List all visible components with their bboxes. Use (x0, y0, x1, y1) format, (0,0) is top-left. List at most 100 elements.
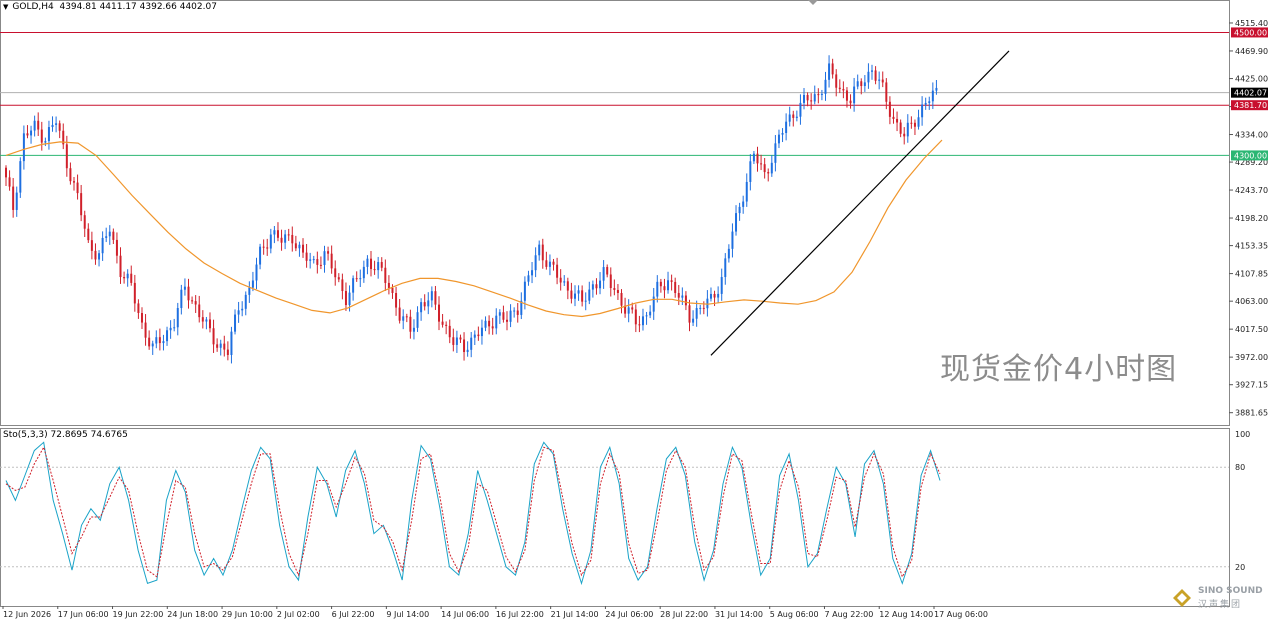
candle-body (867, 71, 870, 83)
candle-body (699, 307, 702, 309)
candle-body (98, 253, 101, 260)
candle-body (663, 286, 666, 291)
candle-body (717, 293, 720, 298)
y-tick-label: 4107.85 (1235, 270, 1268, 279)
candle-body (502, 312, 505, 320)
candle-body (441, 321, 444, 325)
candle-body (445, 324, 448, 326)
candle-body (702, 307, 705, 309)
candle-body (831, 63, 834, 75)
level-label: 4381.70 (1234, 101, 1267, 110)
candle-body (602, 267, 605, 281)
candle-body (316, 259, 319, 265)
x-tick-label: 2 Jul 02:00 (277, 610, 320, 619)
candle-body (806, 94, 809, 101)
candle-body (266, 247, 269, 249)
candle-body (652, 296, 655, 312)
candle-body (298, 244, 301, 249)
x-tick-label: 21 Jul 14:00 (551, 610, 599, 619)
candle-body (606, 267, 609, 275)
candle-body (395, 292, 398, 308)
candle-body (752, 153, 755, 162)
candle-body (251, 280, 254, 288)
candle-body (94, 250, 97, 260)
ascending-trend-line[interactable] (710, 50, 1010, 356)
candle-body (498, 312, 501, 316)
candle-body (874, 70, 877, 81)
stochastic-label: Sto(5,3,3) 72.8695 74.6765 (3, 430, 128, 440)
candle-body (201, 317, 204, 322)
candle-body (12, 186, 15, 210)
stochastic-pane[interactable] (0, 428, 1230, 607)
sto-tick-label: 100 (1235, 430, 1250, 439)
sto-tick-label: 20 (1235, 563, 1245, 572)
candle-body (845, 90, 848, 101)
candle-body (792, 114, 795, 118)
candle-body (735, 213, 738, 232)
candle-body (130, 273, 133, 283)
x-tick-label: 24 Jun 18:00 (167, 610, 218, 619)
candle-body (405, 316, 408, 318)
candle-body (119, 255, 122, 278)
x-tick-label: 19 Jun 22:00 (113, 610, 164, 619)
candle-body (921, 104, 924, 118)
logo-diamond-icon (1173, 589, 1191, 607)
candle-body (284, 234, 287, 243)
candle-body (230, 331, 233, 355)
candle-body (656, 281, 659, 297)
candle-body (162, 341, 165, 344)
collapse-triangle-icon[interactable]: ▼ (3, 3, 9, 11)
candle-body (5, 167, 7, 178)
candle-body (863, 82, 866, 87)
candle-body (767, 172, 770, 174)
chart-header: ▼ GOLD,H4 4394.81 4411.17 4392.66 4402.07 (3, 2, 217, 12)
candle-body (155, 337, 158, 344)
candle-body (341, 279, 344, 292)
level-badge (1231, 150, 1268, 161)
candle-body (309, 259, 312, 261)
candle-body (33, 120, 36, 131)
candle-body (917, 117, 920, 127)
candle-body (860, 81, 863, 87)
x-tick-label: 29 Jun 10:00 (222, 610, 273, 619)
candle-body (55, 123, 58, 125)
candle-body (745, 181, 748, 202)
y-tick-label: 4515.40 (1235, 19, 1268, 28)
candle-body (853, 86, 856, 104)
candle-body (749, 161, 752, 182)
price-pane[interactable] (0, 0, 1230, 426)
candle-body (838, 87, 841, 89)
candle-body (90, 240, 93, 251)
candle-body (409, 316, 412, 332)
candle-body (899, 122, 902, 134)
x-tick-label: 12 Aug 14:00 (879, 610, 933, 619)
candle-body (137, 303, 140, 313)
candle-body (198, 304, 201, 318)
candle-body (620, 292, 623, 306)
level-label: 4300.00 (1234, 151, 1267, 160)
horizontal-levels[interactable] (0, 31, 1229, 156)
candle-body (577, 290, 580, 294)
candle-body (688, 305, 691, 323)
y-tick-label: 3972.00 (1235, 353, 1268, 362)
candle-body (370, 258, 373, 270)
candle-body (513, 310, 516, 312)
candle-body (695, 308, 698, 319)
candle-body (133, 282, 136, 304)
candle-body (931, 90, 934, 102)
candle-body (477, 334, 480, 337)
candle-body (742, 201, 745, 207)
symbol-label: GOLD,H4 (12, 2, 54, 12)
candle-body (488, 320, 491, 327)
candle-body (294, 243, 297, 249)
candle-body (835, 74, 838, 88)
candle-body (112, 231, 115, 240)
candle-body (51, 124, 54, 128)
candle-body (387, 282, 390, 288)
trend-line[interactable] (710, 50, 1010, 356)
candle-body (255, 264, 258, 281)
candle-body (241, 308, 244, 311)
y-tick-label: 4017.50 (1235, 325, 1268, 334)
chart-shift-icon[interactable] (808, 0, 818, 5)
